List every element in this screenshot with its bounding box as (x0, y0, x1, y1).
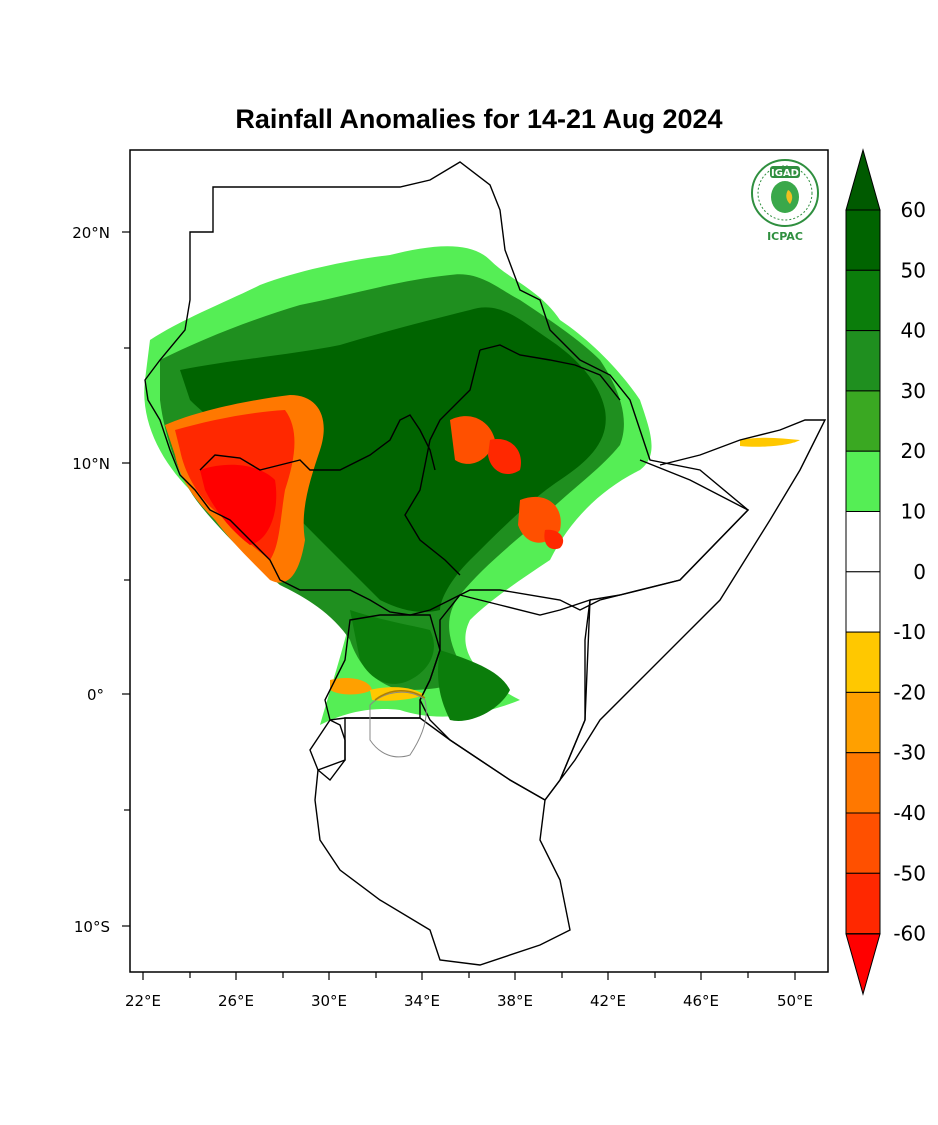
lon-label: 50°E (777, 992, 813, 1010)
lat-label: 10°S (74, 918, 110, 936)
colorbar-segment (845, 812, 881, 874)
lon-label: 42°E (590, 992, 626, 1010)
logo-icpac-text: ICPAC (767, 230, 803, 243)
africa-map-icon (771, 181, 799, 213)
colorbar-label: -30 (893, 741, 926, 765)
colorbar-segment (845, 209, 881, 271)
colorbar-segment (845, 450, 881, 513)
colorbar-top-arrow (845, 148, 881, 211)
colorbar-label: -40 (893, 801, 926, 825)
lon-label: 46°E (683, 992, 719, 1010)
colorbar-label: 0 (913, 560, 926, 584)
lat-label: 10°N (72, 455, 110, 473)
logo-igad-text: IGAD (771, 168, 799, 179)
igad-icpac-logo: IGAD ICPAC (751, 159, 819, 243)
colorbar-segment (845, 330, 881, 392)
lon-labels: 22°E 26°E 30°E 34°E 38°E 42°E 46°E 50°E (125, 992, 813, 1010)
map-title: Rainfall Anomalies for 14-21 Aug 2024 (235, 104, 723, 134)
lat-label: 20°N (72, 224, 110, 242)
colorbar-label: -20 (893, 680, 926, 704)
colorbar-label: 40 (901, 319, 926, 343)
colorbar-label: 30 (901, 379, 926, 403)
colorbar-label: 20 (901, 439, 926, 463)
colorbar-segment (845, 269, 881, 332)
colorbar-segment (845, 872, 881, 935)
colorbar-segment (845, 691, 881, 754)
lat-labels: 20°N 10°N 0° 10°S (72, 224, 110, 936)
colorbar-label: -60 (893, 922, 926, 946)
lon-label: 34°E (404, 992, 440, 1010)
colorbar-label: 50 (901, 258, 926, 282)
lon-label: 30°E (311, 992, 347, 1010)
lon-label: 22°E (125, 992, 161, 1010)
lon-label: 26°E (218, 992, 254, 1010)
colorbar-segment (845, 752, 881, 814)
colorbar-label: -10 (893, 620, 926, 644)
colorbar: 60 50 40 30 20 10 0 -10 -20 -30 -40 -50 -60 (845, 148, 926, 996)
colorbar-bottom-arrow (845, 933, 881, 996)
colorbar-segment (845, 511, 881, 573)
lake-victoria (369, 691, 427, 758)
colorbar-label: 60 (901, 198, 926, 222)
colorbar-segment (845, 571, 881, 633)
anomaly-shading (144, 246, 800, 725)
country-borders (144, 161, 827, 966)
colorbar-label: -50 (893, 861, 926, 885)
lake-victoria-shore (374, 690, 426, 701)
axis-ticks (122, 231, 796, 980)
lon-label: 38°E (497, 992, 533, 1010)
lat-label: 0° (87, 686, 104, 704)
colorbar-label: 10 (901, 500, 926, 524)
colorbar-segment (845, 390, 881, 452)
colorbar-segment (845, 631, 881, 693)
